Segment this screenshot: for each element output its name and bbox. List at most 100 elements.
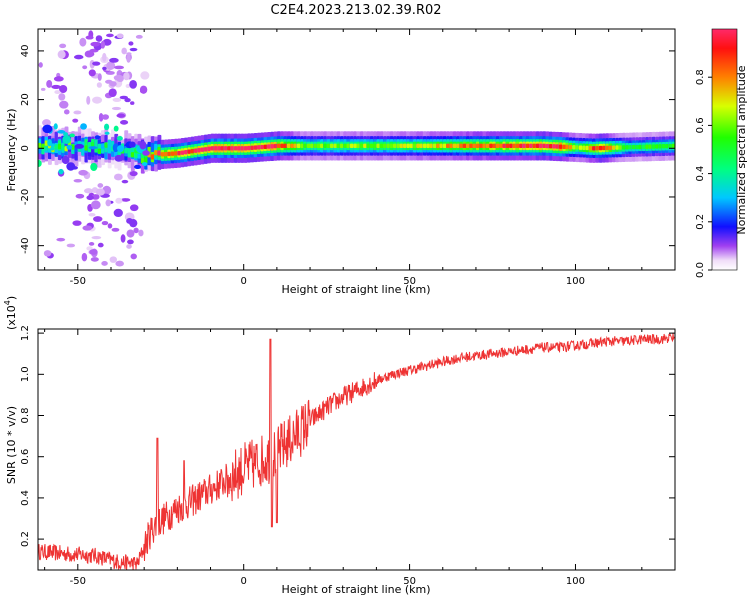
heatmap-speckle (63, 132, 69, 137)
heatmap-cell (446, 143, 450, 149)
heatmap-speckle (109, 81, 117, 87)
heatmap-speckle (113, 74, 124, 81)
heatmap-speckle (62, 135, 71, 144)
heatmap-cell (150, 154, 155, 160)
heatmap-speckle (100, 40, 106, 49)
heatmap-cell (635, 144, 640, 150)
heatmap-cell (356, 143, 361, 149)
heatmap-cell (313, 143, 318, 149)
heatmap-speckle (104, 123, 110, 131)
heatmap-cell (608, 145, 613, 150)
heatmap-speckle (57, 130, 66, 134)
heatmap-speckle (123, 72, 130, 81)
heatmap-speckle (113, 173, 123, 181)
snr-series-line (38, 332, 675, 570)
heatmap-cell (101, 143, 105, 149)
heatmap-cell (164, 151, 168, 157)
snr-panel: -50 0 50 100 0.2 0.4 0.6 0.8 1.0 1.2 Height of s… (3, 296, 676, 596)
heatmap-speckle (113, 125, 119, 132)
heatmap-cell (310, 143, 314, 149)
heatmap-speckle (88, 146, 98, 150)
heatmap-cell (402, 143, 407, 149)
heatmap-cell (197, 148, 202, 153)
heatmap-cell (469, 143, 474, 149)
heatmap-speckle (107, 223, 113, 229)
heatmap-cell (200, 147, 205, 152)
heatmap-speckle (38, 159, 42, 168)
heatmap-speckle (95, 35, 103, 42)
heatmap-speckle (84, 50, 94, 58)
heatmap-speckle (126, 54, 131, 63)
heatmap-speckle (101, 261, 108, 266)
heatmap-speckle (38, 62, 43, 68)
heatmap-cell (359, 143, 364, 149)
heatmap-cell (174, 151, 178, 156)
heatmap-speckle (92, 96, 103, 104)
heatmap-speckle (40, 87, 46, 91)
heatmap-cell (429, 143, 434, 149)
heatmap-speckle (111, 227, 120, 232)
heatmap-speckle (97, 73, 102, 81)
heatmap-cell (230, 146, 235, 151)
y-multiplier: (x104) (3, 296, 18, 330)
heatmap-cell (472, 143, 477, 149)
heatmap-cell (203, 147, 208, 152)
heatmap-cell (160, 152, 165, 157)
heatmap-speckle (142, 150, 150, 156)
heatmap-cell (661, 144, 666, 149)
heatmap-cell (207, 146, 212, 151)
heatmap-speckle (115, 260, 124, 267)
heatmap-cell (323, 143, 328, 149)
heatmap-speckle (126, 244, 132, 249)
heatmap-marks (38, 30, 675, 267)
heatmap-cell (409, 143, 414, 149)
heatmap-cell (353, 143, 358, 149)
heatmap-speckle (90, 162, 98, 172)
heatmap-cell (648, 144, 653, 149)
heatmap-cell (655, 144, 660, 149)
heatmap-cell (71, 144, 76, 150)
heatmap-cell (552, 144, 557, 149)
heatmap-cell (320, 143, 324, 149)
heatmap-cell (542, 143, 547, 149)
heatmap-speckle (75, 193, 85, 199)
y-multiplier-exponent: 4 (3, 300, 12, 305)
heatmap-cell (369, 143, 374, 149)
colorbar-axis: 0.0 0.2 0.4 0.6 0.8 (695, 28, 738, 278)
heatmap-cell (592, 146, 596, 151)
heatmap-cell (177, 150, 182, 156)
heatmap-speckle (120, 234, 126, 243)
heatmap-cell (247, 145, 251, 151)
heatmap-cell (505, 143, 510, 149)
heatmap-cell (575, 145, 580, 150)
heatmap-speckle (86, 95, 91, 105)
heatmap-cell (406, 143, 411, 149)
heatmap-cell (213, 146, 218, 151)
heatmap-cell (479, 143, 484, 149)
heatmap-cell (412, 143, 417, 149)
heatmap-speckle (66, 162, 76, 171)
heatmap-cell (439, 143, 444, 149)
heatmap-cell (568, 144, 573, 150)
heatmap-cell (532, 143, 537, 149)
heatmap-speckle (63, 109, 70, 115)
heatmap-speckle (130, 101, 135, 105)
heatmap-cell (193, 148, 198, 153)
heatmap-cell (529, 143, 533, 149)
heatmap-cell (290, 143, 295, 149)
heatmap-cell (223, 146, 228, 151)
heatmap-cell (419, 143, 424, 149)
heatmap-cell (558, 144, 563, 149)
heatmap-speckle (50, 146, 55, 151)
heatmap-speckle (111, 106, 122, 111)
heatmap-cell (548, 143, 553, 149)
heatmap-cell (286, 143, 291, 149)
heatmap-cell (283, 143, 288, 149)
heatmap-speckle (56, 237, 66, 242)
heatmap-speckle (128, 41, 134, 46)
heatmap-cell (522, 143, 527, 149)
heatmap-cell (456, 143, 460, 149)
heatmap-cell (379, 143, 384, 149)
heatmap-speckle (141, 162, 148, 166)
heatmap-cell (462, 143, 467, 149)
